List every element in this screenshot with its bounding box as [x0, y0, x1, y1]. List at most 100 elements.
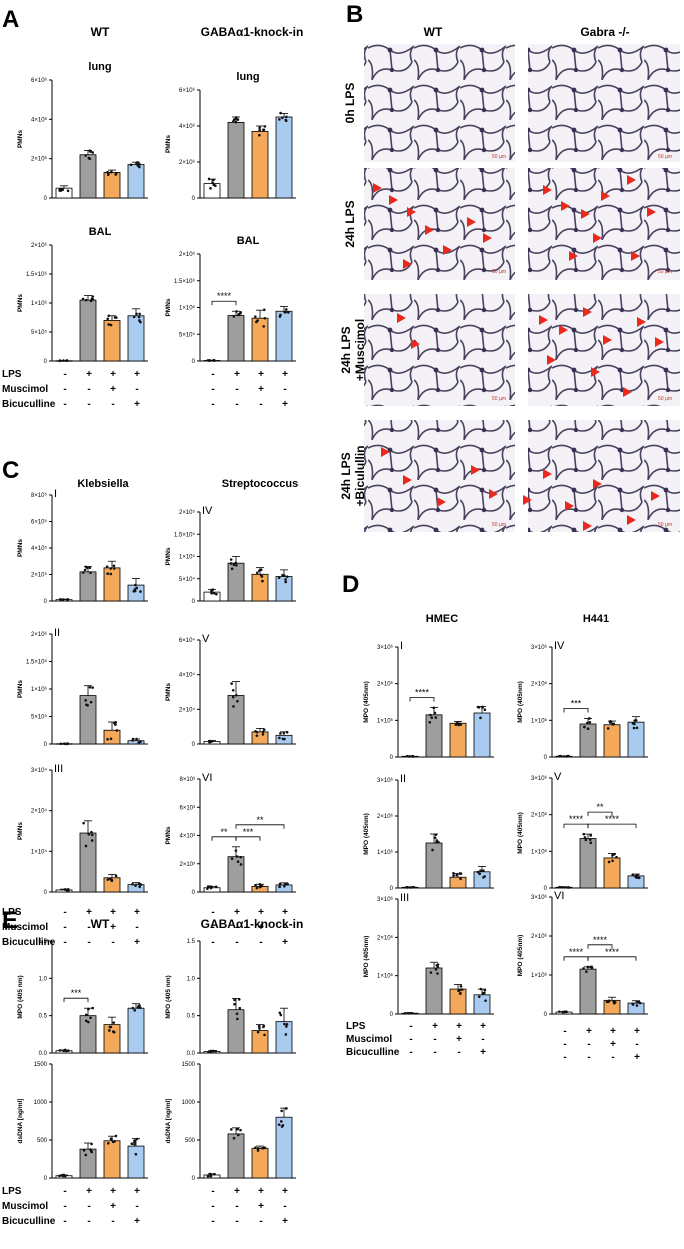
- data-point: [435, 841, 438, 844]
- infiltration-arrow: [603, 335, 612, 345]
- data-point: [90, 833, 94, 837]
- significance-bracket: [587, 944, 613, 949]
- treatment-cell: -: [63, 369, 66, 380]
- bar: [603, 857, 621, 889]
- data-point: [455, 721, 459, 725]
- data-point: [105, 565, 109, 568]
- data-point: [635, 726, 639, 730]
- data-point: [59, 598, 63, 602]
- y-tick-label: 3×10⁶: [531, 775, 548, 782]
- data-point: [134, 884, 137, 887]
- data-point: [479, 716, 482, 720]
- y-tick-label: 4×10³: [179, 834, 195, 840]
- y-axis-label: PMNs: [17, 130, 24, 148]
- significance-label: ***: [243, 827, 254, 837]
- chart-e-wt-dsdna: 0 500 1000 1500 dsDNA [ng/ml]: [17, 1062, 148, 1182]
- data-point: [482, 876, 485, 879]
- bar: [275, 116, 293, 199]
- data-point: [477, 995, 481, 999]
- infiltration-arrow: [655, 337, 664, 347]
- data-point: [263, 1033, 266, 1037]
- data-point: [586, 965, 590, 969]
- infiltration-arrow: [547, 355, 556, 365]
- sub-panel-label: VI: [554, 890, 564, 902]
- treatment-cell: -: [87, 922, 90, 933]
- data-point: [631, 722, 635, 725]
- treatment-cell: -: [211, 1201, 214, 1212]
- y-tick-label: 0: [192, 1176, 196, 1182]
- data-point: [89, 700, 93, 704]
- infiltration-arrow: [389, 195, 398, 205]
- y-axis-label: PMNs: [165, 826, 172, 844]
- y-axis-label: PMNs: [165, 298, 172, 316]
- treatment-row-label: LPS: [2, 369, 22, 380]
- treatment-cell: -: [87, 384, 90, 395]
- data-point: [615, 855, 618, 859]
- infiltration-arrow: [637, 317, 646, 327]
- y-tick-label: 1×10⁶: [531, 848, 548, 855]
- data-point: [106, 737, 109, 741]
- data-point: [586, 727, 590, 731]
- treatment-cell: +: [86, 1186, 92, 1197]
- y-tick-label: 2×10⁴: [31, 808, 48, 815]
- y-tick-label: 8×10⁵: [31, 492, 48, 499]
- significance-label: **: [256, 815, 264, 825]
- data-point: [83, 568, 87, 572]
- bar: [275, 576, 293, 602]
- data-point: [590, 965, 593, 969]
- data-point: [458, 988, 462, 992]
- data-point: [262, 325, 266, 328]
- data-point: [262, 1025, 265, 1029]
- data-point: [138, 319, 141, 322]
- data-point: [232, 1136, 236, 1140]
- y-tick-label: 0.0: [39, 1051, 48, 1057]
- treatment-cell: -: [409, 1034, 412, 1045]
- bar: [251, 1147, 269, 1179]
- data-point: [108, 1029, 111, 1032]
- data-point: [60, 1174, 63, 1177]
- bar: [579, 838, 597, 889]
- significance-bracket: [235, 836, 261, 841]
- data-point: [236, 1017, 239, 1021]
- treatment-cell: -: [211, 1186, 214, 1197]
- infiltration-arrow: [443, 245, 452, 255]
- y-tick-label: 2×10⁶: [377, 934, 394, 941]
- data-point: [65, 359, 69, 362]
- data-point: [59, 742, 63, 746]
- data-point: [215, 592, 218, 596]
- treatment-cell: -: [211, 937, 214, 948]
- data-point: [106, 878, 110, 881]
- y-axis-label: PMNs: [17, 294, 24, 312]
- data-point: [115, 316, 118, 319]
- data-point: [435, 839, 439, 842]
- scale-bar-label: 50 µm: [492, 269, 506, 275]
- chart-a-ki-lung: 0 2×10⁶ 4×10⁶ 6×10⁶ PMNs lung: [165, 71, 296, 202]
- data-point: [460, 988, 464, 991]
- panel-label-e: E: [2, 907, 18, 934]
- y-axis-label: PMNs: [17, 822, 24, 840]
- y-tick-label: 2×10⁶: [531, 933, 548, 940]
- treatment-cell: +: [234, 1186, 240, 1197]
- chart-title: lung: [236, 71, 259, 83]
- data-point: [85, 566, 89, 569]
- data-point: [256, 1030, 260, 1034]
- data-point: [107, 1141, 110, 1145]
- y-tick-label: 1×10⁵: [179, 554, 196, 561]
- chart-c-iv: 0 5×10⁴ 1×10⁵ 1.5×10⁵ 2×10⁵ PMNs IV: [165, 505, 296, 605]
- treatment-cell: -: [587, 1052, 590, 1063]
- data-point: [232, 563, 236, 566]
- y-axis-label: MPO (405 nm): [165, 975, 172, 1018]
- data-point: [236, 118, 240, 121]
- data-point: [65, 598, 69, 602]
- y-tick-label: 0: [44, 890, 48, 896]
- data-point: [113, 721, 116, 725]
- bar: [227, 1009, 245, 1054]
- data-point: [235, 563, 238, 567]
- treatment-cell: -: [211, 384, 214, 395]
- data-point: [89, 571, 92, 575]
- data-point: [62, 359, 65, 362]
- data-point: [588, 838, 592, 841]
- scale-bar-label: 50 µm: [492, 154, 506, 160]
- treatment-cell: -: [283, 922, 286, 933]
- treatment-cell: +: [258, 1201, 264, 1212]
